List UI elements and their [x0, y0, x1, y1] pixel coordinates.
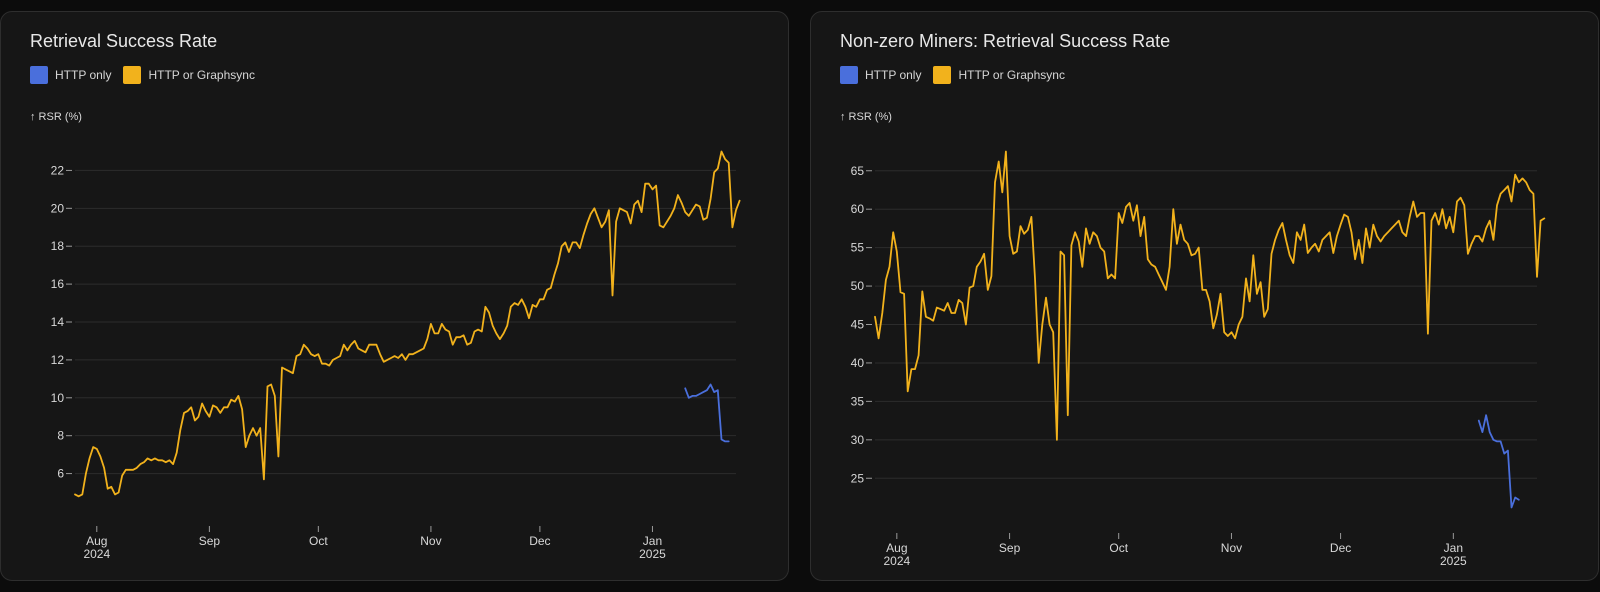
x-tick-label: Nov	[420, 534, 441, 548]
chart-title: Non-zero Miners: Retrieval Success Rate	[840, 31, 1171, 51]
series-line-http-or-graphsync	[74, 150, 741, 498]
legend-item-http-only[interactable]: HTTP only	[840, 66, 921, 84]
x-tick-sublabel: 2024	[883, 554, 910, 568]
x-tick-label: Aug	[86, 534, 107, 548]
y-axis-label: ↑ RSR (%)	[30, 111, 82, 123]
legend-label: HTTP or Graphsync	[958, 68, 1065, 82]
x-tick-sublabel: 2025	[1440, 554, 1467, 568]
x-tick-label: Nov	[1221, 541, 1242, 555]
legend-label: HTTP only	[55, 68, 112, 82]
y-tick-label: 6	[57, 467, 64, 481]
y-axis-label: ↑ RSR (%)	[840, 111, 892, 123]
y-tick-label: 18	[51, 239, 65, 253]
series-line-http-only	[1477, 414, 1520, 509]
y-tick-label: 10	[51, 391, 65, 405]
chart-title: Retrieval Success Rate	[30, 31, 218, 51]
y-tick-label: 60	[851, 202, 865, 216]
legend-label: HTTP or Graphsync	[148, 68, 255, 82]
y-tick-label: 30	[851, 433, 865, 447]
legend-swatch	[840, 66, 858, 84]
legend-item-http-or-graphsync[interactable]: HTTP or Graphsync	[123, 66, 255, 84]
y-tick-label: 12	[51, 353, 65, 367]
y-tick-label: 50	[851, 279, 865, 293]
x-tick-label: Jan	[1444, 541, 1463, 555]
series-line-http-only	[684, 383, 730, 443]
x-tick-label: Dec	[529, 534, 550, 548]
legend-label: HTTP only	[865, 68, 922, 82]
chart-legend: HTTP only HTTP or Graphsync	[30, 66, 267, 84]
x-tick-label: Aug	[886, 541, 907, 555]
series-line-http-or-graphsync	[874, 150, 1546, 441]
chart-panel-rsr: Retrieval Success Rate HTTP only HTTP or…	[0, 11, 789, 581]
chart-legend: HTTP only HTTP or Graphsync	[840, 66, 1077, 84]
x-tick-label: Dec	[1330, 541, 1351, 555]
y-tick-label: 20	[51, 201, 65, 215]
x-tick-sublabel: 2024	[83, 547, 110, 561]
x-tick-label: Oct	[309, 534, 328, 548]
legend-swatch	[123, 66, 142, 84]
y-tick-label: 35	[851, 394, 865, 408]
y-tick-label: 55	[851, 241, 865, 255]
y-tick-label: 65	[851, 164, 865, 178]
x-tick-label: Jan	[643, 534, 662, 548]
legend-swatch	[30, 66, 48, 84]
chart-panel-nonzero-rsr: Non-zero Miners: Retrieval Success Rate …	[810, 11, 1599, 581]
legend-item-http-or-graphsync[interactable]: HTTP or Graphsync	[933, 66, 1065, 84]
x-tick-label: Sep	[199, 534, 221, 548]
x-tick-label: Oct	[1109, 541, 1128, 555]
y-tick-label: 16	[51, 277, 65, 291]
legend-swatch	[933, 66, 952, 84]
x-tick-sublabel: 2025	[639, 547, 666, 561]
y-tick-label: 45	[851, 318, 865, 332]
y-tick-label: 14	[51, 315, 65, 329]
x-tick-label: Sep	[999, 541, 1021, 555]
y-tick-label: 40	[851, 356, 865, 370]
y-tick-label: 8	[57, 429, 64, 443]
y-tick-label: 25	[851, 471, 865, 485]
legend-item-http-only[interactable]: HTTP only	[30, 66, 111, 84]
y-tick-label: 22	[51, 163, 65, 177]
